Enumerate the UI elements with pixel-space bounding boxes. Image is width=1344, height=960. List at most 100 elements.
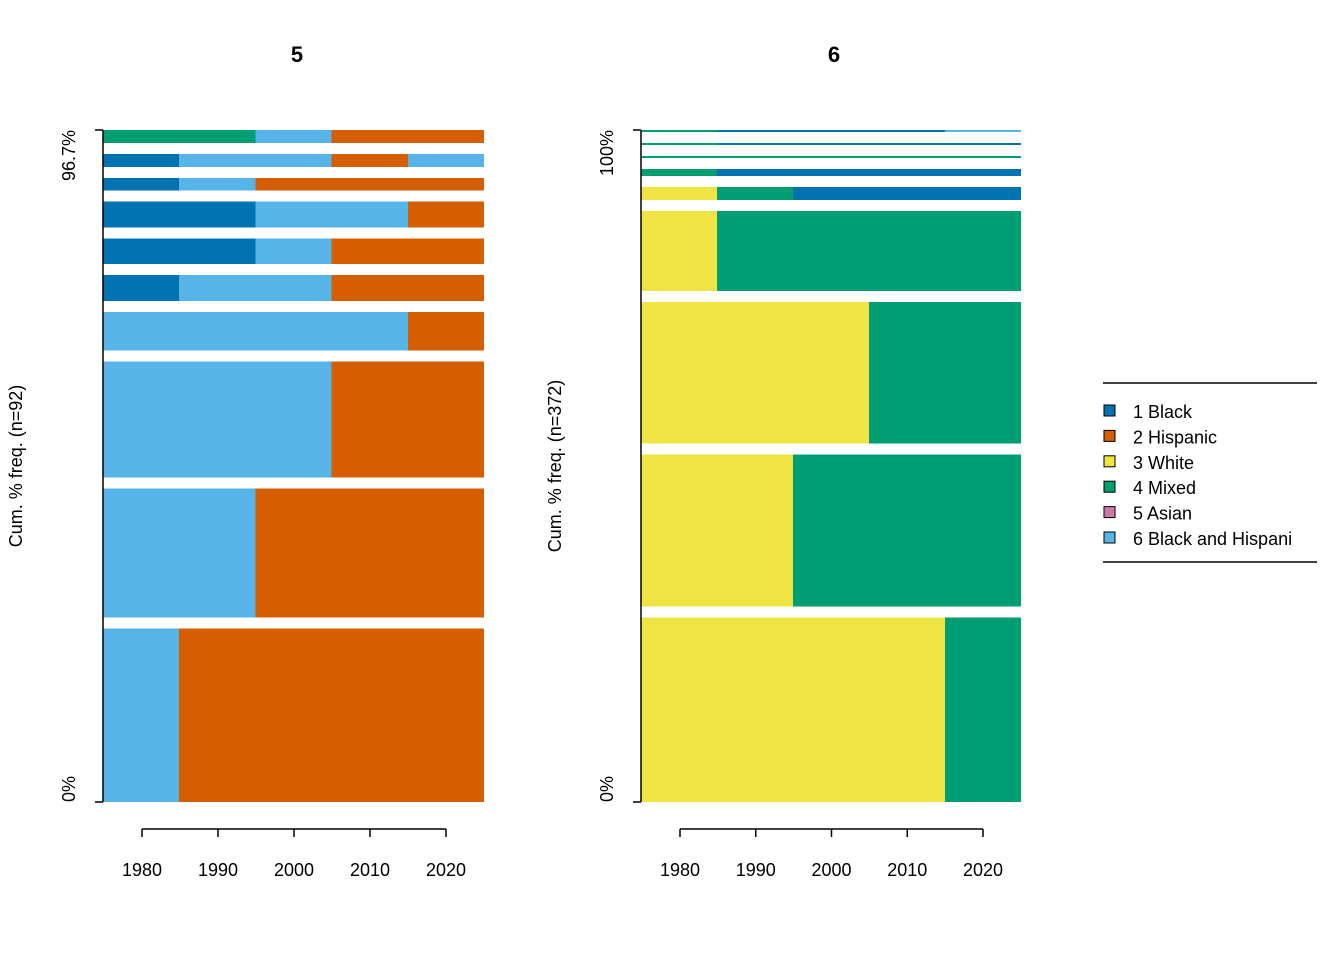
sequence-cell bbox=[331, 311, 408, 351]
sequence-cell bbox=[255, 238, 332, 265]
legend-swatch bbox=[1103, 455, 1116, 468]
sequence-cell bbox=[869, 617, 945, 802]
x-tick-label: 1980 bbox=[660, 860, 700, 880]
sequence-cell bbox=[407, 177, 484, 191]
legend-label: 5 Asian bbox=[1133, 504, 1192, 524]
sequence-cell bbox=[869, 454, 945, 607]
sequence-cell bbox=[945, 301, 1021, 444]
legend-label: 1 Black bbox=[1133, 402, 1193, 422]
sequence-cell bbox=[793, 143, 869, 146]
sequence-cell bbox=[717, 617, 793, 802]
legend-label: 3 White bbox=[1133, 453, 1194, 473]
y-top-label: 96.7% bbox=[59, 130, 79, 181]
sequence-cell bbox=[255, 130, 332, 143]
sequence-cell bbox=[407, 238, 484, 265]
sequence-cell bbox=[103, 628, 180, 802]
legend-swatch bbox=[1103, 480, 1116, 493]
x-axis: 1980 1990 2000 2010 2020 bbox=[660, 828, 1003, 880]
legend: 1 Black 2 Hispanic 3 White 4 Mixed 5 Asian 6 … bbox=[1103, 382, 1317, 563]
sequence-cell bbox=[331, 177, 408, 191]
sequence-cell bbox=[793, 156, 869, 159]
sequence-cell bbox=[641, 617, 717, 802]
sequence-cell bbox=[641, 210, 717, 291]
sequence-cell bbox=[717, 210, 793, 291]
sequence-cell bbox=[103, 238, 180, 265]
sequence-cell bbox=[407, 488, 484, 618]
sequence-cell bbox=[717, 156, 793, 159]
sequence-cell bbox=[641, 454, 717, 607]
sequence-cell bbox=[255, 628, 332, 802]
sequence-cell bbox=[179, 130, 256, 143]
y-bottom-label: 0% bbox=[597, 776, 617, 802]
y-top-label: 100% bbox=[597, 130, 617, 176]
sequence-bars bbox=[103, 130, 484, 802]
sequence-cell bbox=[945, 210, 1021, 291]
sequence-cell bbox=[179, 361, 256, 478]
sequence-cell bbox=[179, 153, 256, 167]
sequence-cell bbox=[793, 210, 869, 291]
sequence-cell bbox=[407, 311, 484, 351]
sequence-cell bbox=[793, 186, 869, 200]
legend-label: 2 Hispanic bbox=[1133, 427, 1217, 447]
sequence-cell bbox=[793, 301, 869, 444]
sequence-cell bbox=[103, 361, 180, 478]
sequence-cell bbox=[869, 169, 945, 176]
sequence-cell bbox=[407, 361, 484, 478]
sequence-cell bbox=[641, 143, 717, 146]
sequence-cell bbox=[255, 177, 332, 191]
sequence-cell bbox=[407, 201, 484, 228]
x-tick-label: 1990 bbox=[736, 860, 776, 880]
panel-title: 5 bbox=[291, 42, 303, 67]
sequence-cell bbox=[331, 201, 408, 228]
sequence-cell bbox=[179, 628, 256, 802]
sequence-cell bbox=[641, 130, 717, 133]
sequence-cell bbox=[407, 275, 484, 301]
sequence-cell bbox=[255, 311, 332, 351]
y-bottom-label: 0% bbox=[59, 776, 79, 802]
x-tick-label: 1990 bbox=[198, 860, 238, 880]
sequence-cell bbox=[945, 143, 1021, 146]
sequence-cell bbox=[103, 201, 180, 228]
sequence-cell bbox=[641, 186, 717, 200]
sequence-cell bbox=[945, 186, 1021, 200]
sequence-cell bbox=[717, 301, 793, 444]
sequence-cell bbox=[179, 238, 256, 265]
sequence-cell bbox=[331, 628, 408, 802]
sequence-cell bbox=[869, 130, 945, 133]
sequence-cell bbox=[103, 275, 180, 301]
sequence-cell bbox=[407, 628, 484, 802]
x-tick-label: 2000 bbox=[274, 860, 314, 880]
sequence-cell bbox=[717, 169, 793, 176]
sequence-cell bbox=[255, 275, 332, 301]
legend-label: 6 Black and Hispani bbox=[1133, 529, 1292, 549]
sequence-cell bbox=[179, 311, 256, 351]
sequence-cell bbox=[331, 275, 408, 301]
sequence-cell bbox=[255, 153, 332, 167]
panel-5: 5 96.7% 0% Cum. % freq. (n=92) 1980 1990 2… bbox=[6, 42, 484, 880]
x-tick-label: 2020 bbox=[963, 860, 1003, 880]
sequence-cell bbox=[869, 301, 945, 444]
sequence-cell bbox=[945, 156, 1021, 159]
sequence-cell bbox=[641, 156, 717, 159]
sequence-cell bbox=[407, 153, 484, 167]
y-axis-title: Cum. % freq. (n=92) bbox=[6, 385, 26, 548]
sequence-cell bbox=[331, 238, 408, 265]
sequence-cell bbox=[255, 361, 332, 478]
sequence-cell bbox=[717, 454, 793, 607]
sequence-cell bbox=[945, 130, 1021, 133]
x-tick-label: 2010 bbox=[887, 860, 927, 880]
sequence-cell bbox=[179, 201, 256, 228]
sequence-cell bbox=[869, 156, 945, 159]
sequence-cell bbox=[641, 301, 717, 444]
sequence-bars bbox=[641, 130, 1021, 802]
legend-swatch bbox=[1103, 404, 1116, 417]
x-tick-label: 1980 bbox=[122, 860, 162, 880]
sequence-cell bbox=[179, 177, 256, 191]
legend-swatch bbox=[1103, 506, 1116, 519]
sequence-cell bbox=[103, 130, 180, 143]
sequence-cell bbox=[793, 130, 869, 133]
sequence-cell bbox=[179, 275, 256, 301]
sequence-cell bbox=[717, 130, 793, 133]
x-axis: 1980 1990 2000 2010 2020 bbox=[122, 828, 466, 880]
